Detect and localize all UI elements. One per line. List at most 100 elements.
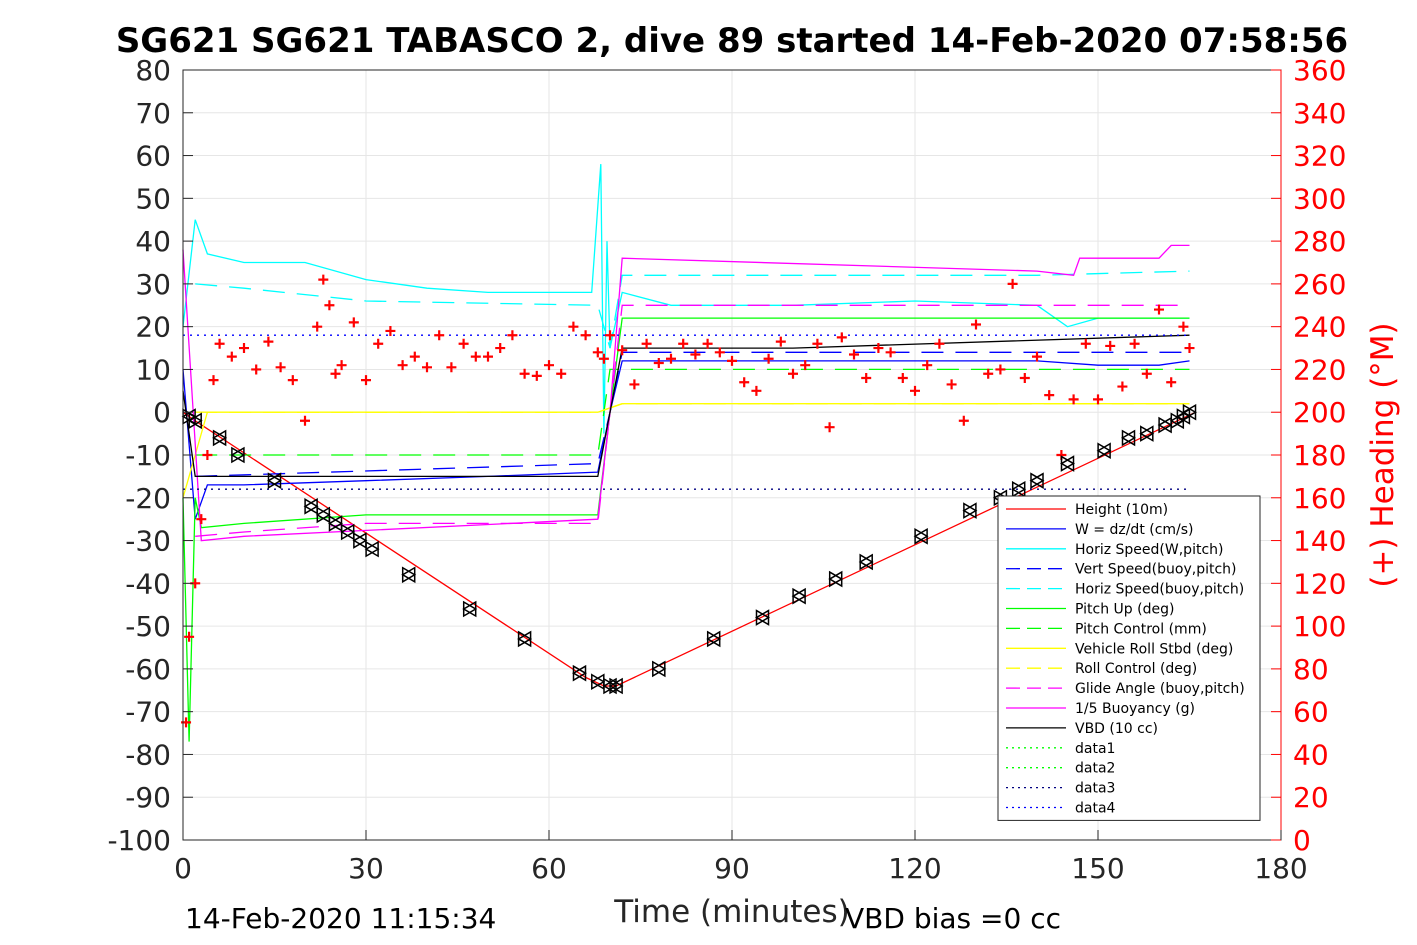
apogee-marker-left: [913, 527, 928, 545]
heading-marker: [995, 364, 1006, 375]
heading-marker: [214, 338, 225, 349]
legend-label: data3: [1075, 781, 1115, 797]
heading-marker: [873, 343, 884, 354]
legend-label: data4: [1075, 801, 1116, 817]
heading-marker: [1080, 338, 1091, 349]
heading-marker: [1019, 373, 1030, 383]
heading-marker: [434, 330, 445, 341]
series-4: [195, 270, 1190, 349]
series-line: [182, 360, 1190, 520]
y-tick-label: -40: [125, 567, 171, 600]
heading-marker: [318, 274, 329, 285]
apogee-marker-left: [755, 609, 770, 626]
y-right-tick-label: 80: [1293, 653, 1329, 686]
heading-marker: [1007, 278, 1018, 289]
y-tick-label: 70: [135, 97, 171, 130]
apogee-marker-left: [267, 472, 282, 489]
heading-marker: [946, 379, 957, 390]
heading-marker: [653, 358, 664, 369]
series-2: [182, 164, 1190, 434]
series-1: [182, 360, 1190, 520]
y-right-tick-label: 60: [1293, 696, 1329, 729]
heading-marker: [751, 385, 762, 396]
heading-marker: [544, 360, 554, 371]
apogee-marker-left: [364, 540, 379, 558]
legend-label: Horiz Speed(buoy,pitch): [1075, 582, 1244, 598]
legend-label: Height (10m): [1075, 502, 1168, 518]
heading-marker: [519, 368, 530, 379]
heading-marker: [775, 336, 786, 347]
heading-marker: [507, 330, 518, 341]
series-line: [195, 368, 1190, 456]
heading-marker: [727, 355, 737, 366]
x-tick-label: 90: [714, 852, 750, 885]
series-10: [182, 244, 1190, 542]
heading-marker: [1154, 304, 1164, 315]
heading-marker: [531, 370, 542, 381]
heading-marker: [861, 373, 872, 383]
legend-label: Vehicle Roll Stbd (deg): [1075, 641, 1233, 657]
apogee-marker-left: [212, 429, 227, 447]
series-layer: [181, 164, 1197, 742]
heading-marker: [1032, 351, 1042, 362]
y-tick-label: -60: [125, 653, 171, 686]
y-right-tick-label: 200: [1293, 396, 1346, 429]
heading-marker: [812, 338, 823, 349]
y-tick-label: 30: [135, 268, 171, 301]
y-tick-label: -100: [107, 824, 171, 857]
heading-marker: [458, 338, 469, 349]
apogee-marker-left: [962, 502, 977, 519]
legend-label: 1/5 Buoyancy (g): [1075, 701, 1195, 717]
heading-marker: [312, 321, 323, 332]
legend-label: Pitch Up (deg): [1075, 602, 1174, 618]
x-tick-label: 30: [348, 852, 384, 885]
heading-marker: [641, 338, 652, 349]
heading-marker: [336, 360, 347, 371]
y-tick-label: 60: [135, 140, 171, 173]
heading-marker: [239, 343, 249, 354]
series-9: [195, 304, 1190, 537]
heading-marker: [251, 364, 262, 375]
chart-title: SG621 SG621 TABASCO 2, dive 89 started 1…: [116, 21, 1348, 61]
series-11: [182, 334, 1190, 478]
y-tick-label: -70: [125, 696, 171, 729]
heading-marker: [1068, 394, 1079, 405]
series-line: [182, 244, 1190, 542]
y-tick-label: -10: [125, 439, 171, 472]
heading-marker: [1141, 368, 1152, 379]
apogee-marker-left: [1029, 472, 1044, 489]
legend-label: Horiz Speed(W,pitch): [1075, 542, 1223, 558]
apogee-marker-left: [462, 600, 477, 618]
x-tick-label: 150: [1071, 852, 1124, 885]
axes: 80706050403020100-10-20-30-40-50-60-70-8…: [107, 54, 1346, 885]
legend-label: Roll Control (deg): [1075, 661, 1197, 677]
heading-marker: [446, 362, 457, 373]
legend-label: data2: [1075, 761, 1115, 777]
y-right-tick-label: 320: [1293, 140, 1346, 173]
apogee-marker-left: [791, 587, 806, 605]
heading-marker: [824, 422, 835, 433]
x-tick-label: 180: [1254, 852, 1307, 885]
footer-vbd-bias: VBD bias =0 cc: [845, 902, 1061, 935]
heading-marker: [1093, 394, 1103, 405]
apogee-marker-left: [1121, 429, 1136, 447]
heading-marker: [483, 351, 493, 362]
apogee-marker-left: [328, 515, 343, 532]
heading-marker: [678, 338, 689, 349]
heading-marker: [300, 415, 310, 426]
heading-marker: [287, 375, 298, 386]
apogee-marker-left: [858, 553, 873, 571]
apogee-marker-left: [315, 506, 331, 524]
apogee-marker-left: [230, 446, 245, 464]
heading-marker: [373, 338, 384, 349]
heading-marker: [361, 375, 371, 386]
heading-marker: [409, 351, 420, 362]
heading-marker: [324, 300, 335, 311]
heading-marker: [1178, 321, 1189, 332]
heading-marker: [958, 415, 969, 426]
heading-marker: [556, 368, 567, 379]
apogee-marker-left: [651, 660, 666, 678]
y-tick-label: -20: [125, 482, 171, 515]
series-line: [195, 304, 1190, 537]
apogee-marker-left: [706, 630, 721, 648]
